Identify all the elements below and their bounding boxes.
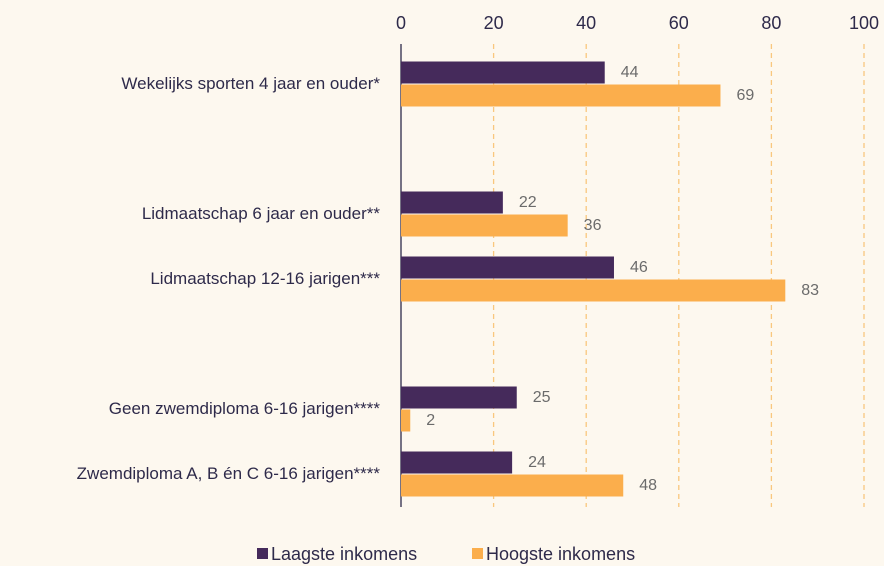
x-tick-label: 20	[484, 13, 504, 33]
value-label: 46	[630, 259, 648, 276]
value-label: 2	[426, 412, 435, 429]
bar	[401, 61, 605, 84]
bar	[401, 386, 517, 409]
bar	[401, 84, 721, 107]
category-label: Zwemdiploma A, B én C 6-16 jarigen****	[77, 464, 381, 483]
bar	[401, 191, 503, 214]
category-label: Geen zwemdiploma 6-16 jarigen****	[109, 399, 381, 418]
bar	[401, 409, 411, 432]
value-label: 24	[528, 454, 546, 471]
x-tick-label: 0	[396, 13, 406, 33]
value-label: 44	[621, 64, 639, 81]
legend-label: Laagste inkomens	[271, 544, 417, 564]
legend-swatch	[472, 548, 483, 559]
x-tick-label: 100	[849, 13, 879, 33]
x-tick-label: 40	[576, 13, 596, 33]
legend-swatch	[257, 548, 268, 559]
category-label: Wekelijks sporten 4 jaar en ouder*	[121, 74, 380, 93]
category-label: Lidmaatschap 6 jaar en ouder**	[142, 204, 381, 223]
bar	[401, 474, 624, 497]
value-label: 22	[519, 194, 537, 211]
value-label: 69	[736, 87, 754, 104]
value-label: 83	[801, 282, 819, 299]
legend-label: Hoogste inkomens	[486, 544, 635, 564]
x-tick-label: 80	[761, 13, 781, 33]
value-label: 48	[639, 477, 657, 494]
x-tick-label: 60	[669, 13, 689, 33]
bar	[401, 279, 786, 302]
value-label: 36	[584, 217, 602, 234]
bar	[401, 256, 614, 279]
bar	[401, 451, 513, 474]
category-label: Lidmaatschap 12-16 jarigen***	[150, 269, 380, 288]
value-label: 25	[533, 389, 551, 406]
bar	[401, 214, 568, 237]
